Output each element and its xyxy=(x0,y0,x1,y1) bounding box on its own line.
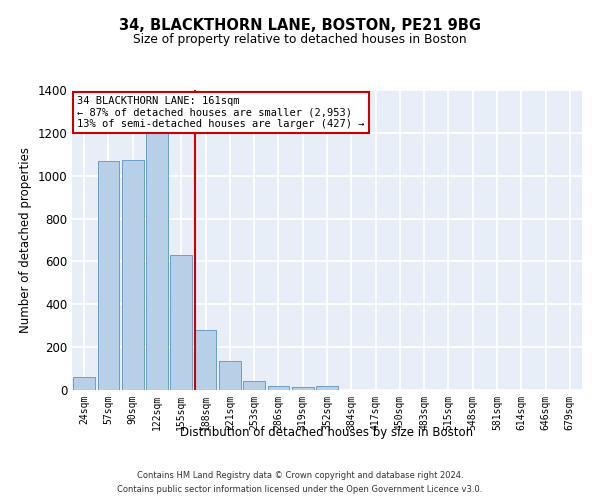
Text: Contains public sector information licensed under the Open Government Licence v3: Contains public sector information licen… xyxy=(118,484,482,494)
Bar xyxy=(292,388,314,390)
Text: Contains HM Land Registry data © Crown copyright and database right 2024.: Contains HM Land Registry data © Crown c… xyxy=(137,472,463,480)
Bar xyxy=(122,160,143,390)
Bar xyxy=(316,386,338,390)
Text: Distribution of detached houses by size in Boston: Distribution of detached houses by size … xyxy=(181,426,473,439)
Bar xyxy=(73,377,95,390)
Text: Size of property relative to detached houses in Boston: Size of property relative to detached ho… xyxy=(133,32,467,46)
Bar xyxy=(170,255,192,390)
Bar xyxy=(146,124,168,390)
Y-axis label: Number of detached properties: Number of detached properties xyxy=(19,147,32,333)
Bar xyxy=(194,330,217,390)
Text: 34 BLACKTHORN LANE: 161sqm
← 87% of detached houses are smaller (2,953)
13% of s: 34 BLACKTHORN LANE: 161sqm ← 87% of deta… xyxy=(77,96,365,129)
Bar xyxy=(243,382,265,390)
Text: 34, BLACKTHORN LANE, BOSTON, PE21 9BG: 34, BLACKTHORN LANE, BOSTON, PE21 9BG xyxy=(119,18,481,32)
Bar xyxy=(268,386,289,390)
Bar xyxy=(219,361,241,390)
Bar xyxy=(97,160,119,390)
